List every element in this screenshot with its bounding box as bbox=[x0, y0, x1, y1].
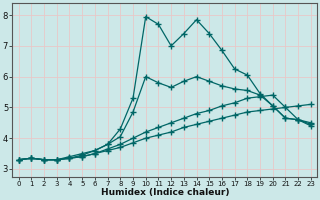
X-axis label: Humidex (Indice chaleur): Humidex (Indice chaleur) bbox=[100, 188, 229, 197]
